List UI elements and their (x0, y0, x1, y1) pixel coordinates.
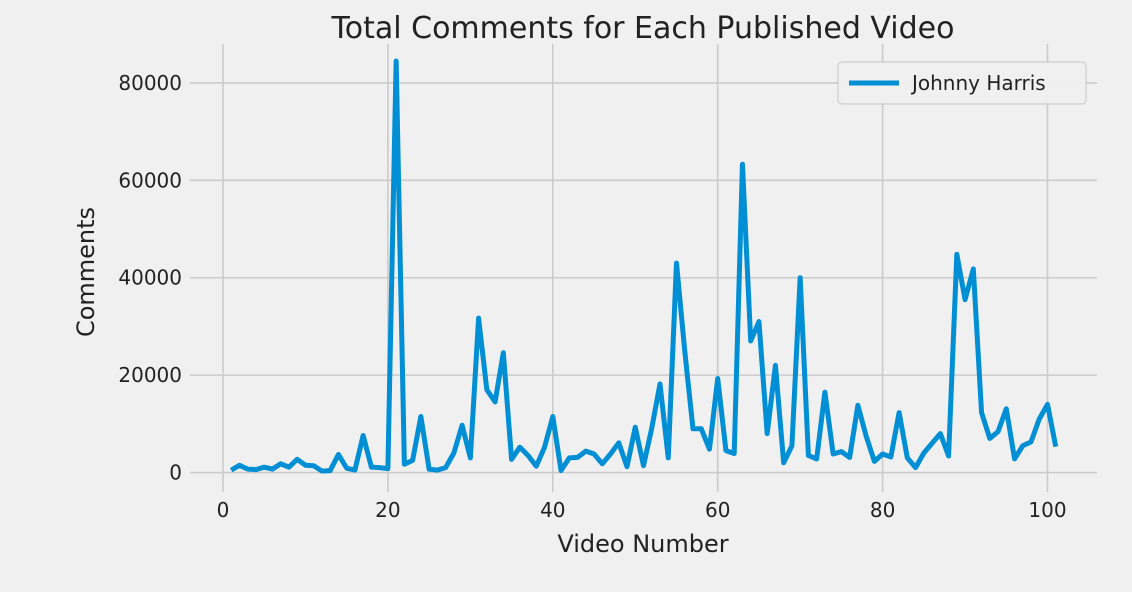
y-tick-label: 60000 (118, 168, 182, 192)
legend: Johnny Harris (837, 61, 1087, 105)
y-axis-ticks: 0 20000 40000 60000 80000 (118, 71, 182, 485)
chart-title: Total Comments for Each Published Video (331, 11, 955, 46)
x-axis-ticks: 0 20 40 60 80 100 (217, 498, 1067, 522)
y-tick-label: 80000 (118, 71, 182, 95)
legend-box (837, 61, 1087, 105)
x-tick-label: 100 (1028, 498, 1066, 522)
y-tick-label: 0 (169, 461, 182, 485)
x-axis-label: Video Number (557, 530, 728, 558)
y-tick-label: 40000 (118, 266, 182, 290)
series-line-johnny-harris (229, 58, 1059, 474)
x-tick-label: 80 (870, 498, 895, 522)
y-tick-label: 20000 (118, 363, 182, 387)
x-tick-label: 40 (540, 498, 565, 522)
y-axis-label: Comments (72, 207, 100, 337)
x-tick-label: 20 (375, 498, 400, 522)
legend-label: Johnny Harris (910, 71, 1046, 95)
x-tick-label: 0 (217, 498, 230, 522)
x-tick-label: 60 (705, 498, 730, 522)
